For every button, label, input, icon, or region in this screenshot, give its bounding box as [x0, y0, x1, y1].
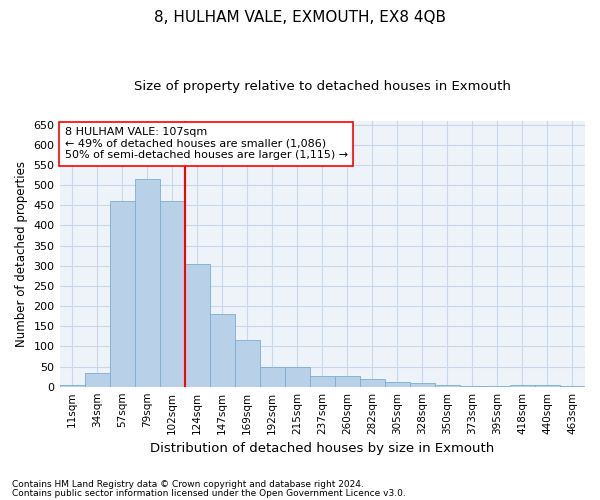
Title: Size of property relative to detached houses in Exmouth: Size of property relative to detached ho…	[134, 80, 511, 93]
Bar	[435, 384, 460, 386]
Bar	[510, 384, 535, 386]
Text: 8 HULHAM VALE: 107sqm
← 49% of detached houses are smaller (1,086)
50% of semi-d: 8 HULHAM VALE: 107sqm ← 49% of detached …	[65, 127, 348, 160]
Bar	[110, 201, 134, 386]
Y-axis label: Number of detached properties: Number of detached properties	[15, 160, 28, 346]
Bar	[160, 201, 185, 386]
Text: Contains HM Land Registry data © Crown copyright and database right 2024.: Contains HM Land Registry data © Crown c…	[12, 480, 364, 489]
Bar	[134, 179, 160, 386]
Bar	[85, 372, 110, 386]
Bar	[360, 380, 385, 386]
Bar	[535, 384, 560, 386]
Bar	[335, 376, 360, 386]
Bar	[410, 384, 435, 386]
Text: 8, HULHAM VALE, EXMOUTH, EX8 4QB: 8, HULHAM VALE, EXMOUTH, EX8 4QB	[154, 10, 446, 25]
Text: Contains public sector information licensed under the Open Government Licence v3: Contains public sector information licen…	[12, 489, 406, 498]
Bar	[59, 384, 85, 386]
Bar	[285, 366, 310, 386]
X-axis label: Distribution of detached houses by size in Exmouth: Distribution of detached houses by size …	[150, 442, 494, 455]
Bar	[235, 340, 260, 386]
Bar	[209, 314, 235, 386]
Bar	[310, 376, 335, 386]
Bar	[260, 366, 285, 386]
Bar	[185, 264, 209, 386]
Bar	[385, 382, 410, 386]
